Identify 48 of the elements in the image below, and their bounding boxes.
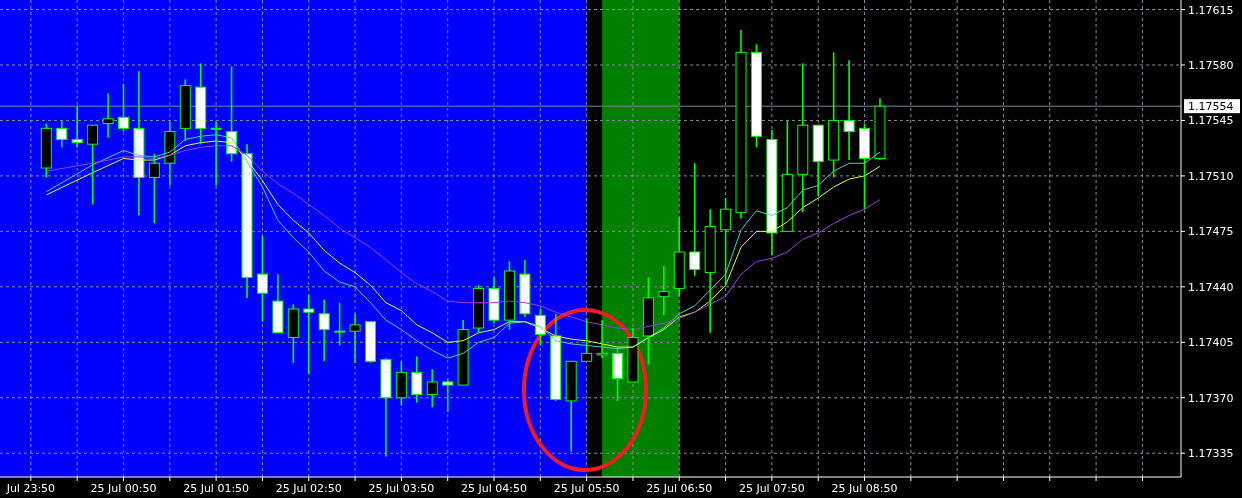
candlestick [797,62,809,214]
candlestick [318,298,330,363]
candlestick [380,357,392,458]
y-tick-label: 1.17370 [1188,391,1234,405]
x-tick-label: 25 Jul 02:50 [275,482,342,495]
x-tick-label: 25 Jul 07:50 [738,482,805,495]
y-tick-label: 1.17440 [1188,280,1234,294]
x-tick-label: 25 Jul 01:50 [183,482,250,495]
x-tick-label: Jul 23:50 [5,482,56,495]
y-tick-label: 1.17335 [1188,447,1234,461]
candlestick [488,276,500,325]
y-tick-label: 1.17510 [1188,169,1234,183]
candlestick [303,293,315,375]
candlestick [71,105,83,149]
candlestick [596,319,608,359]
candlestick [426,368,438,409]
y-tick-label: 1.17580 [1188,58,1234,72]
candlestick [349,312,361,364]
candlestick [519,259,531,318]
candlestick [56,119,68,149]
candlestick [133,70,145,217]
x-tick-label: 25 Jul 05:50 [553,482,620,495]
y-tick-label: 1.17545 [1188,114,1234,128]
candlestick [241,143,253,299]
candlestick [766,129,778,256]
candlestick [642,276,654,366]
candlestick [102,92,114,139]
candlestick [735,29,747,220]
x-tick-label: 25 Jul 04:50 [461,482,527,495]
candlestick [689,162,701,277]
x-tick-label: 25 Jul 08:50 [831,482,898,495]
candlestick [673,216,685,298]
candlestick [843,59,855,161]
candlestick [550,312,562,402]
ref-line-label: 1.17554 [1188,100,1234,114]
candlestick [874,97,886,161]
candlestick [256,235,268,323]
x-tick-label: 25 Jul 03:50 [368,482,435,495]
y-tick-label: 1.17615 [1188,3,1234,17]
candlestick [658,265,670,317]
y-tick-label: 1.17475 [1188,225,1234,239]
candlestick [179,78,191,142]
x-tick-label: 25 Jul 00:50 [90,482,157,495]
candlestick [411,355,423,404]
y-tick-label: 1.17405 [1188,336,1234,350]
candlestick [704,208,716,334]
candlestick [210,121,222,187]
x-tick-label: 25 Jul 06:50 [646,482,713,495]
